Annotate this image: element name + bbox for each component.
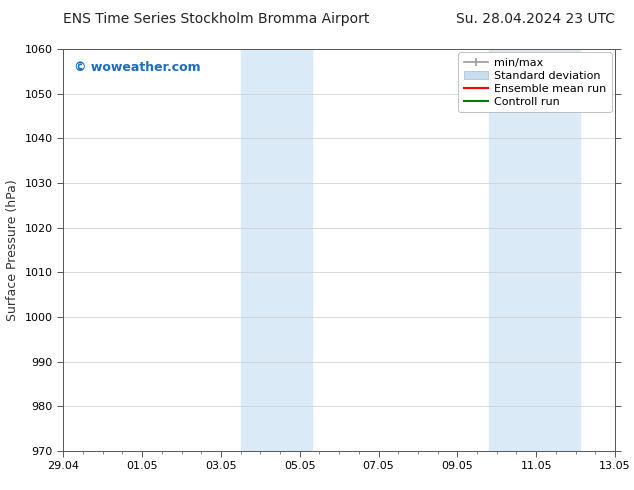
Bar (489, 49, 579, 451)
Text: © woweather.com: © woweather.com (74, 61, 201, 74)
Legend: min/max, Standard deviation, Ensemble mean run, Controll run: min/max, Standard deviation, Ensemble me… (458, 52, 612, 112)
Text: ENS Time Series Stockholm Bromma Airport: ENS Time Series Stockholm Bromma Airport (63, 12, 370, 26)
Y-axis label: Surface Pressure (hPa): Surface Pressure (hPa) (6, 179, 19, 321)
Text: Su. 28.04.2024 23 UTC: Su. 28.04.2024 23 UTC (456, 12, 615, 26)
Bar (241, 49, 312, 451)
